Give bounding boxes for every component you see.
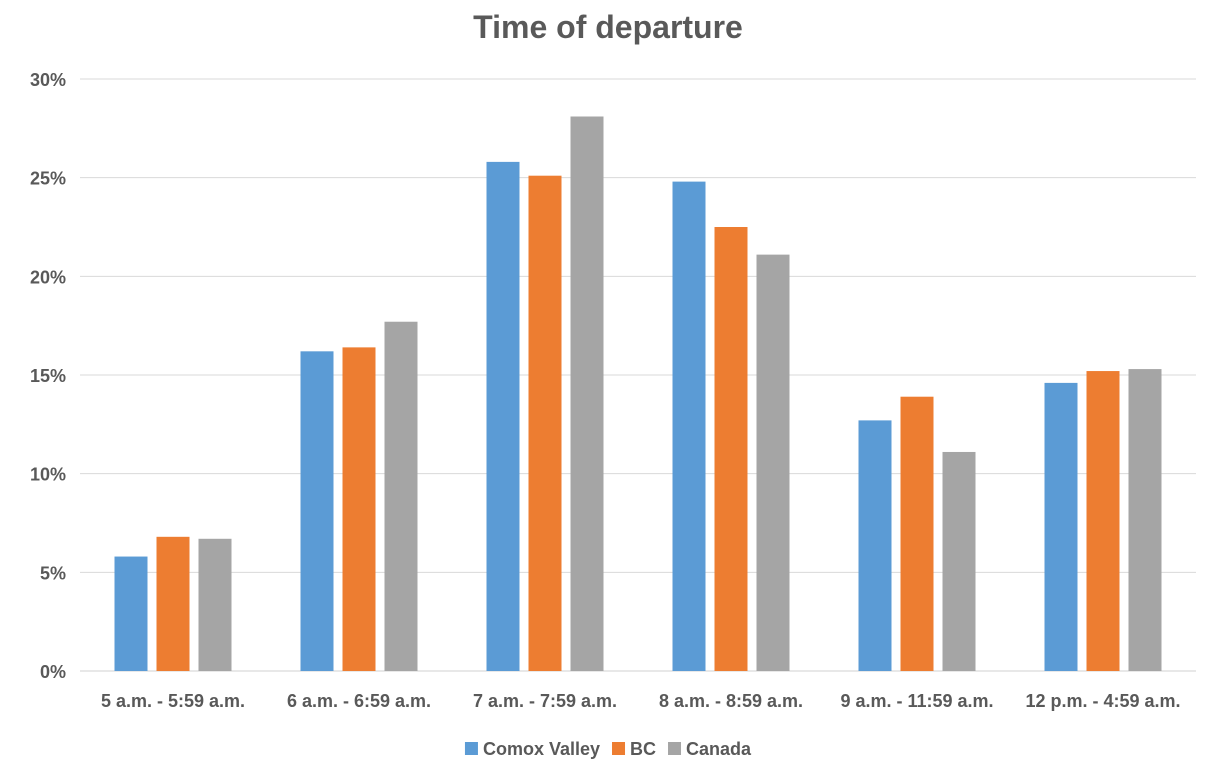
bars xyxy=(114,116,1162,672)
bar-bc xyxy=(342,347,376,671)
y-tick-label: 10% xyxy=(30,465,66,485)
x-tick-label: 9 a.m. - 11:59 a.m. xyxy=(840,691,993,711)
bar-canada xyxy=(384,321,418,671)
legend-label: Comox Valley xyxy=(483,739,600,759)
gridlines xyxy=(80,78,1196,672)
chart-title: Time of departure xyxy=(473,9,743,45)
legend-label: Canada xyxy=(686,739,752,759)
y-axis-ticks: 0% 5% 10% 15% 20% 25% 30% xyxy=(30,70,66,682)
bar-bc xyxy=(528,175,562,671)
bar-comox-valley xyxy=(672,181,706,671)
legend: Comox Valley BC Canada xyxy=(464,739,752,759)
bar-canada xyxy=(570,116,604,671)
bar-bc xyxy=(714,227,748,671)
y-tick-label: 20% xyxy=(30,267,66,287)
bar-comox-valley xyxy=(858,420,892,671)
legend-swatch xyxy=(612,742,626,755)
x-tick-label: 8 a.m. - 8:59 a.m. xyxy=(659,691,803,711)
legend-label: BC xyxy=(630,739,656,759)
bar-canada xyxy=(942,451,976,671)
x-tick-label: 6 a.m. - 6:59 a.m. xyxy=(287,691,431,711)
legend-item: BC xyxy=(612,739,656,759)
y-tick-label: 25% xyxy=(30,169,66,189)
x-tick-label: 7 a.m. - 7:59 a.m. xyxy=(473,691,617,711)
bar-canada xyxy=(1128,369,1162,671)
bar-canada xyxy=(756,254,790,672)
legend-item: Canada xyxy=(668,739,752,759)
legend-swatch xyxy=(668,742,682,755)
bar-bc xyxy=(900,396,934,671)
y-tick-label: 5% xyxy=(40,563,66,583)
y-tick-label: 15% xyxy=(30,366,66,386)
bar-canada xyxy=(198,538,232,671)
bar-comox-valley xyxy=(114,556,148,671)
bar-comox-valley xyxy=(1044,382,1078,671)
bar-bc xyxy=(1086,371,1120,671)
legend-swatch xyxy=(464,742,478,755)
legend-item: Comox Valley xyxy=(464,739,600,759)
bar-comox-valley xyxy=(486,161,520,671)
bar-bc xyxy=(156,536,190,671)
x-tick-label: 12 p.m. - 4:59 a.m. xyxy=(1025,691,1180,711)
y-tick-label: 30% xyxy=(30,70,66,90)
y-tick-label: 0% xyxy=(40,662,66,682)
x-tick-label: 5 a.m. - 5:59 a.m. xyxy=(101,691,245,711)
x-axis-ticks: 5 a.m. - 5:59 a.m. 6 a.m. - 6:59 a.m. 7 a.… xyxy=(101,691,1181,711)
bar-comox-valley xyxy=(300,351,334,671)
